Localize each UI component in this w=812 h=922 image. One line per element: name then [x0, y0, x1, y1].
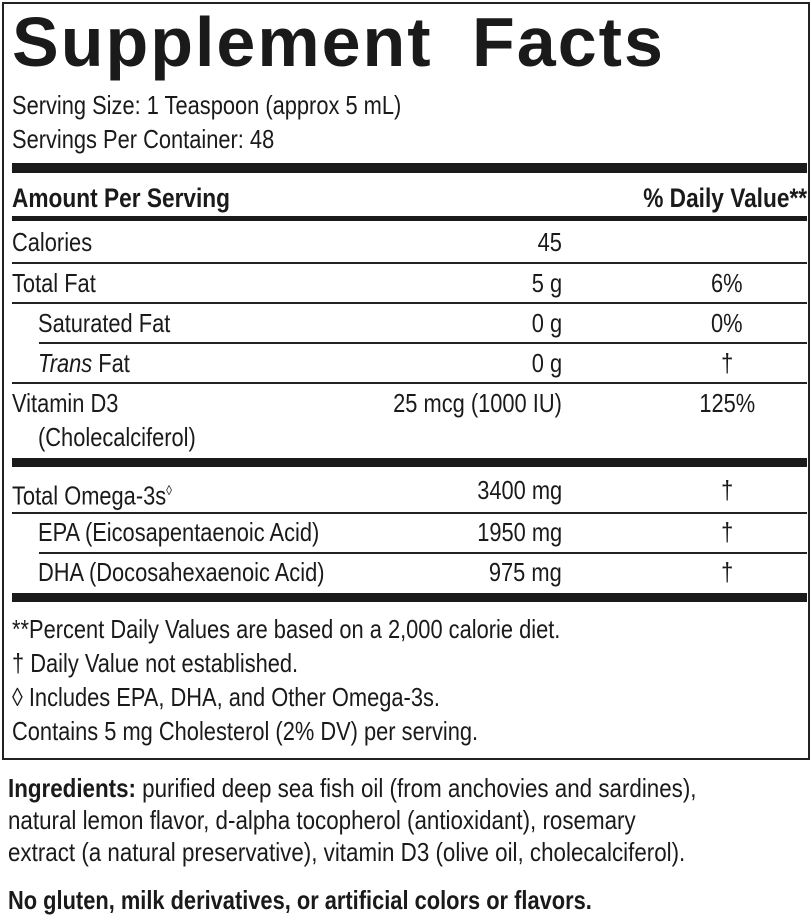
serving-size: Serving Size: 1 Teaspoon (approx 5 mL)	[12, 90, 475, 120]
nutrient-dv: 0%	[711, 308, 743, 338]
nutrient-row-saturated-fat: Saturated Fat 0 g 0%	[12, 303, 807, 343]
row-divider	[12, 262, 807, 264]
nutrient-dv: 125%	[699, 388, 755, 418]
row-divider	[12, 512, 807, 514]
row-divider	[12, 382, 807, 384]
nutrient-name: EPA (Eicosapentaenoic Acid)	[38, 517, 320, 547]
nutrient-name: Total Omega-3s◊	[12, 480, 172, 511]
nutrient-amount: 0 g	[531, 308, 562, 338]
nutrient-row-calories: Calories 45	[12, 222, 807, 262]
nutrient-amount: 0 g	[531, 348, 562, 378]
nutrient-row-vitamin-d3: Vitamin D3 (Cholecalciferol) 25 mcg (100…	[12, 383, 807, 459]
nutrient-dv: †	[720, 557, 734, 587]
nutrient-row-total-fat: Total Fat 5 g 6%	[12, 263, 807, 303]
medium-divider	[12, 216, 807, 221]
thick-divider	[12, 458, 807, 467]
nutrient-amount: 45	[537, 227, 562, 257]
ingredients-label: Ingredients:	[8, 773, 136, 803]
row-divider	[39, 342, 807, 344]
ingredients: Ingredients: purified deep sea fish oil …	[8, 773, 697, 867]
servings-text: Servings Per Container: 48	[12, 124, 275, 154]
supplement-facts-panel: Supplement Facts Serving Size: 1 Teaspoo…	[2, 2, 810, 760]
nutrient-name: DHA (Docosahexaenoic Acid)	[38, 557, 325, 587]
nutrient-dv: 6%	[711, 268, 743, 298]
panel-title: Supplement Facts	[12, 2, 665, 82]
nutrient-name: Total Fat	[12, 268, 96, 298]
dv-header: % Daily Value**	[643, 183, 807, 213]
nutrient-amount: 25 mcg (1000 IU)	[393, 388, 562, 418]
column-header: Amount Per Serving % Daily Value**	[12, 178, 807, 218]
nutrient-amount: 1950 mg	[477, 517, 562, 547]
nutrient-name: Vitamin D3	[12, 388, 119, 418]
nutrient-amount: 5 g	[531, 268, 562, 298]
nutrient-subname: (Cholecalciferol)	[38, 422, 196, 452]
nutrient-dv: †	[720, 475, 734, 505]
title-text: Supplement Facts	[12, 3, 665, 81]
footnote: **Percent Daily Values are based on a 2,…	[12, 614, 561, 644]
nutrient-row-epa: EPA (Eicosapentaenoic Acid) 1950 mg †	[12, 512, 807, 552]
nutrient-dv: †	[720, 348, 734, 378]
servings-per-container: Servings Per Container: 48	[12, 124, 324, 154]
footnote: Contains 5 mg Cholesterol (2% DV) per se…	[12, 716, 479, 746]
nutrient-name: Saturated Fat	[38, 308, 171, 338]
serving-size-text: Serving Size: 1 Teaspoon (approx 5 mL)	[12, 90, 402, 120]
footnote: † Daily Value not established.	[12, 648, 299, 678]
nutrient-dv: †	[720, 517, 734, 547]
nutrient-row-omega3: Total Omega-3s◊ 3400 mg †	[12, 470, 807, 511]
nutrient-amount: 975 mg	[489, 557, 562, 587]
thick-divider	[12, 593, 807, 602]
thick-divider	[12, 163, 807, 173]
amount-header: Amount Per Serving	[12, 183, 231, 213]
row-divider	[12, 302, 807, 304]
nutrient-name: Calories	[12, 227, 93, 257]
nutrient-amount: 3400 mg	[477, 475, 562, 505]
allergen-statement: No gluten, milk derivatives, or artifici…	[8, 885, 592, 915]
nutrient-row-trans-fat: Trans Fat 0 g †	[12, 343, 807, 383]
nutrient-row-dha: DHA (Docosahexaenoic Acid) 975 mg †	[12, 552, 807, 592]
nutrient-name: Trans Fat	[38, 348, 130, 378]
row-divider	[39, 552, 807, 554]
footnote: ◊ Includes EPA, DHA, and Other Omega-3s.	[12, 682, 440, 712]
